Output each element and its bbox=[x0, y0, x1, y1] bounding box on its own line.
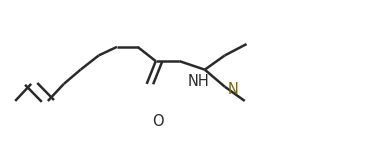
Text: N: N bbox=[228, 82, 239, 97]
Text: O: O bbox=[152, 114, 163, 129]
Text: NH: NH bbox=[188, 74, 209, 89]
